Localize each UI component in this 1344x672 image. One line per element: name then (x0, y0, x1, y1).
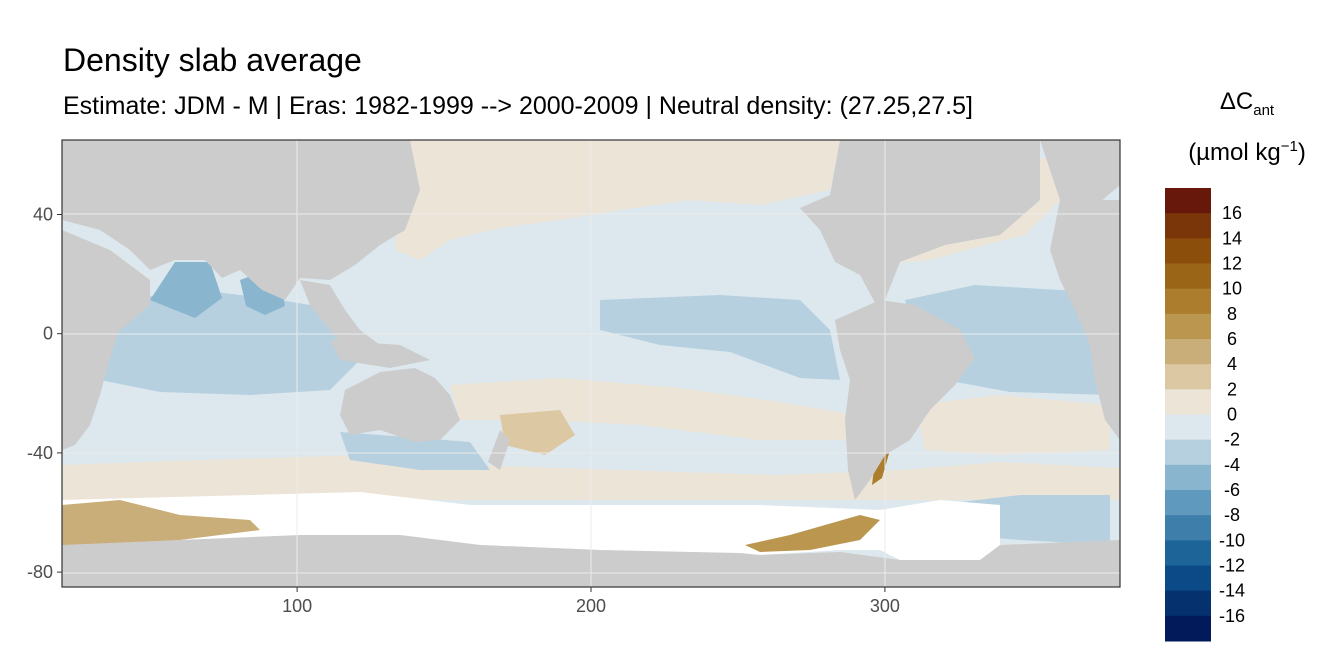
ocean-region-arabian-sea (150, 262, 222, 318)
legend-label-12: -8 (1224, 505, 1240, 525)
land-southeast-asia (300, 280, 380, 355)
ocean-region-weddell-warm (745, 515, 880, 552)
legend-swatch-16 (1165, 590, 1211, 617)
ocean-region-equatorial-pacific-cool (600, 295, 840, 380)
legend-swatch-2 (1165, 238, 1211, 264)
y-tick-label-2: -40 (27, 443, 53, 463)
legend-swatch-5 (1165, 313, 1211, 340)
legend-label-10: -4 (1224, 455, 1240, 475)
legend-swatch-7 (1165, 364, 1211, 390)
legend-title: ΔCant (1162, 88, 1332, 119)
land-europe-africa-east (1050, 200, 1120, 440)
land-eurasia (62, 140, 420, 300)
legend-swatch-12 (1165, 490, 1211, 516)
land-south-america (835, 300, 975, 500)
legend-label-5: 6 (1227, 329, 1237, 349)
y-tick-label-3: -80 (27, 562, 53, 582)
land-greenland (1040, 140, 1120, 215)
ocean-region-tasman-warm (500, 410, 575, 455)
grid-lines (62, 140, 1120, 587)
land-indonesia (330, 340, 430, 368)
legend-label-6: 4 (1227, 354, 1237, 374)
legend-title-sub: ant (1253, 101, 1275, 119)
ocean-region-indian-sector-warm (62, 500, 260, 545)
ocean-region-south-australia-cool (340, 432, 490, 470)
legend-swatch-17 (1165, 615, 1211, 642)
legend-label-16: -16 (1219, 606, 1245, 626)
legend-unit-prefix: (µmol kg (1188, 139, 1281, 166)
legend-label-1: 14 (1222, 228, 1242, 248)
legend-swatch-3 (1165, 263, 1211, 290)
legend-label-0: 16 (1222, 203, 1242, 223)
x-tick-label-0: 100 (282, 596, 312, 616)
legend-swatch-6 (1165, 339, 1211, 365)
legend-unit-sup: −1 (1280, 138, 1298, 155)
land-new-zealand (488, 430, 510, 470)
legend-label-9: -2 (1224, 430, 1240, 450)
legend-swatch-10 (1165, 439, 1211, 466)
legend-label-3: 10 (1222, 279, 1242, 299)
land-north-america (800, 140, 1040, 300)
map-title: Density slab average (63, 42, 362, 78)
legend-swatch-1 (1165, 213, 1211, 239)
y-tick-label-0: 40 (33, 205, 53, 225)
y-tick-label-1: 0 (43, 324, 53, 344)
legend-label-4: 8 (1227, 304, 1237, 324)
legend-swatch-15 (1165, 565, 1211, 592)
legend-swatch-11 (1165, 464, 1211, 491)
legend-label-2: 12 (1222, 254, 1242, 274)
ocean-region-north-pacific-warm (395, 140, 840, 260)
legend-title-delta: ΔC (1219, 88, 1254, 115)
legend-swatch-4 (1165, 288, 1211, 315)
legend-swatch-8 (1165, 389, 1211, 415)
x-tick-label-2: 300 (870, 596, 900, 616)
color-legend: 16 14 12 10 8 6 4 2 0 -2 -4 -6 -8 -10 -12 -14 -16 (1165, 188, 1245, 642)
legend-swatch-14 (1165, 540, 1211, 566)
legend-swatch-0 (1165, 188, 1211, 214)
map-subtitle: Estimate: JDM - M | Eras: 1982-1999 --> … (63, 92, 973, 120)
legend-label-7: 2 (1227, 379, 1237, 399)
legend-unit-suffix: ) (1297, 139, 1306, 166)
legend-label-15: -14 (1219, 581, 1245, 601)
legend-swatch-9 (1165, 414, 1211, 441)
legend-label-13: -10 (1219, 530, 1245, 550)
legend-unit: (µmol kg−1) (1162, 138, 1332, 167)
x-tick-label-1: 200 (576, 596, 606, 616)
ocean-region-south-atlantic-warm (915, 395, 1110, 455)
legend-swatch-13 (1165, 515, 1211, 541)
legend-label-11: -6 (1224, 480, 1240, 500)
map-panel (62, 140, 1120, 587)
ocean-region-south-pacific-warm (450, 378, 855, 440)
land-africa (62, 230, 150, 450)
legend-label-8: 0 (1227, 405, 1237, 425)
land-australia (340, 368, 460, 442)
legend-label-14: -12 (1219, 556, 1245, 576)
